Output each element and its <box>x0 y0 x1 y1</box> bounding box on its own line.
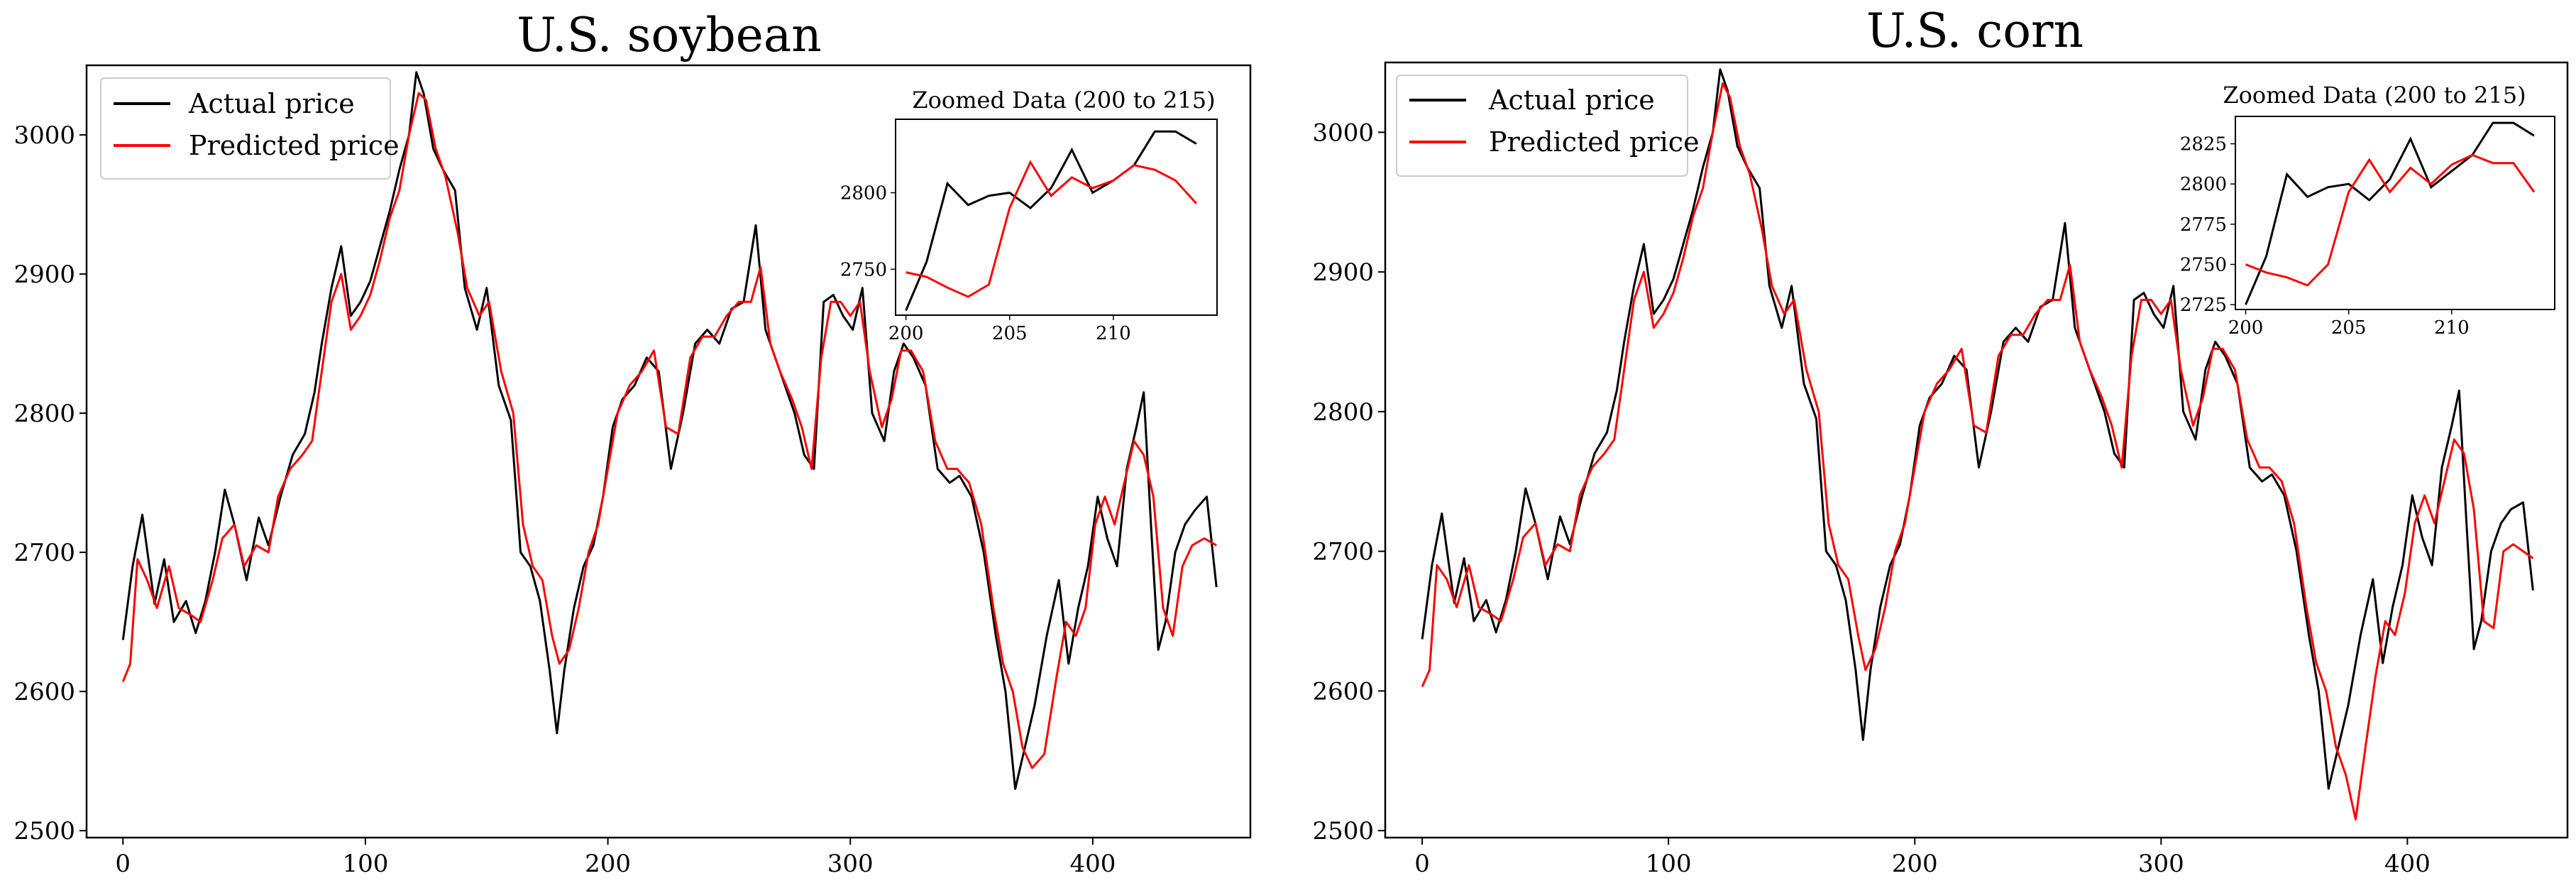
inset-frame <box>2235 116 2555 310</box>
chart-title: U.S. corn <box>1866 4 2084 58</box>
plot-area: 0 100 200 300 400 2500 2600 2700 2800 2900 3000 <box>13 71 1218 878</box>
inset-x-tick-label: 210 <box>1096 323 1131 344</box>
inset-x-tick-label: 200 <box>888 323 924 344</box>
y-tick-label: 2700 <box>13 539 75 567</box>
legend-label-actual: Actual price <box>188 88 355 119</box>
x-tick-label: 0 <box>115 850 131 878</box>
inset-y-tick-label: 2825 <box>2180 134 2227 155</box>
plot-area: 0 100 200 300 400 2500 2600 2700 2800 2900 3000 <box>1312 68 2534 878</box>
inset-y-tick-label: 2800 <box>840 183 887 204</box>
inset-x-tick-label: 200 <box>2228 317 2264 339</box>
inset-y-tick-label: 2725 <box>2180 295 2227 316</box>
y-tick-label: 2500 <box>1312 817 1374 845</box>
y-tick-label: 2700 <box>1312 538 1374 566</box>
inset-background <box>896 119 1217 315</box>
y-tick-label: 2800 <box>13 400 75 428</box>
series-line-predicted-price <box>121 92 1217 769</box>
y-tick-label: 3000 <box>13 121 75 150</box>
x-tick-label: 100 <box>1646 850 1692 878</box>
inset-title: Zoomed Data (200 to 215) <box>912 87 1215 114</box>
x-tick-label: 0 <box>1414 850 1430 878</box>
x-tick-label: 100 <box>342 850 388 878</box>
x-tick-label: 400 <box>1069 850 1116 878</box>
inset-chart: Zoomed Data (200 to 215) 200 205 210 2725 27… <box>2180 82 2555 339</box>
legend-label-actual: Actual price <box>1488 84 1655 116</box>
plot-frame <box>85 64 1252 839</box>
inset-series-line-predicted-price <box>906 160 1197 298</box>
inset-frame <box>895 119 1218 316</box>
legend-label-predicted: Predicted price <box>1489 126 1700 158</box>
x-tick-label: 300 <box>2138 850 2184 878</box>
y-tick-label: 2600 <box>1312 677 1374 706</box>
legend-box <box>100 77 391 180</box>
x-tick-label: 200 <box>1892 850 1938 878</box>
inset-x-tick-label: 205 <box>2331 317 2367 339</box>
inset-y-tick-label: 2800 <box>2180 174 2227 195</box>
inset-series-line-actual-price <box>2245 121 2535 305</box>
y-tick-label: 2500 <box>13 817 75 845</box>
inset-series-line-predicted-price <box>2245 153 2536 287</box>
chart-title: U.S. soybean <box>517 8 821 62</box>
y-tick-label: 2900 <box>13 261 75 289</box>
chart-soybean: U.S. soybean 0 100 200 300 400 2500 2600 2700 28… <box>13 8 1252 878</box>
y-tick-label: 2900 <box>1312 258 1374 287</box>
inset-title: Zoomed Data (200 to 215) <box>2223 82 2526 109</box>
inset-x-tick-label: 205 <box>992 323 1028 344</box>
plot-frame <box>1384 61 2569 839</box>
series-line-predicted-price <box>1421 82 2534 821</box>
legend: Actual price Predicted price <box>1396 75 1700 177</box>
y-tick-label: 2800 <box>1312 398 1374 427</box>
inset-y-tick-label: 2775 <box>2180 214 2227 236</box>
inset-chart: Zoomed Data (200 to 215) 200 205 210 2750 28… <box>840 87 1218 344</box>
inset-series-line-actual-price <box>905 130 1197 312</box>
x-tick-label: 200 <box>585 850 631 878</box>
inset-x-tick-label: 210 <box>2434 317 2470 339</box>
chart-corn: U.S. corn 0 100 200 300 40025002600270028002… <box>1312 4 2569 878</box>
legend-box <box>1396 75 1688 177</box>
inset-y-tick-label: 2750 <box>2180 255 2227 276</box>
inset-y-tick-label: 2750 <box>840 259 887 280</box>
y-tick-label: 3000 <box>1312 119 1374 147</box>
x-tick-label: 400 <box>2384 850 2431 878</box>
legend: Actual price Predicted price <box>100 77 400 180</box>
inset-background <box>2235 116 2555 309</box>
legend-label-predicted: Predicted price <box>189 130 400 161</box>
inset-plot-area: 200 205 210 2750 2800 <box>840 130 1197 344</box>
inset-plot-area: 200 205 210 2725 2750 2775 2800 2825 <box>2180 121 2536 339</box>
x-tick-label: 300 <box>827 850 874 878</box>
y-tick-label: 2600 <box>13 678 75 706</box>
